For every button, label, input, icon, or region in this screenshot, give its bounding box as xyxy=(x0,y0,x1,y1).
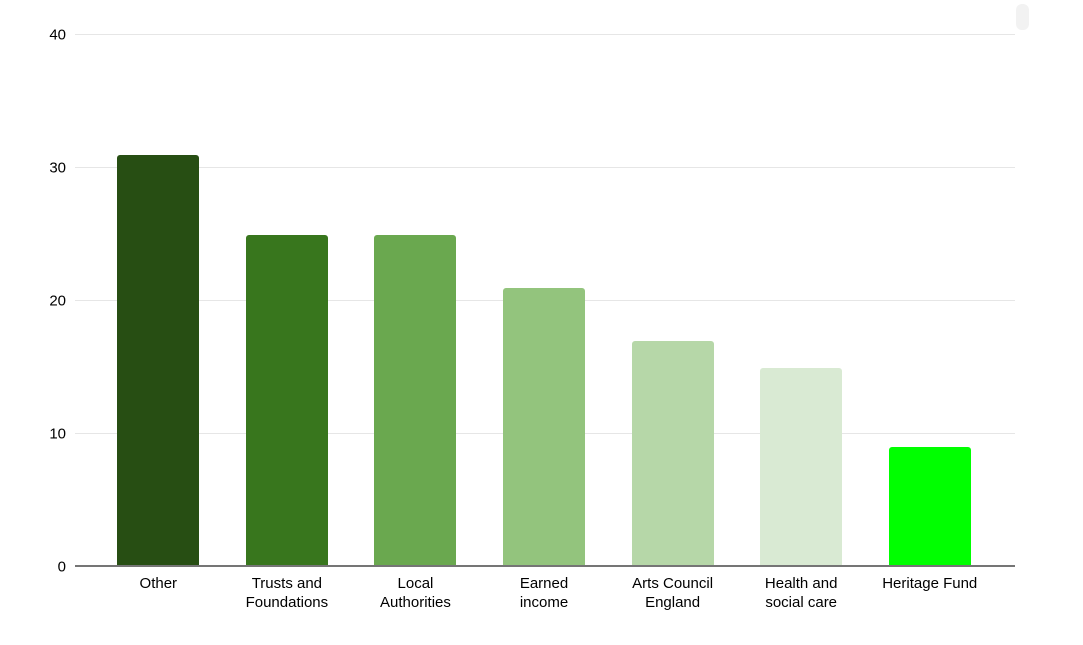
bar-arts-council-england[interactable] xyxy=(631,340,714,567)
bar-earned-income[interactable] xyxy=(503,287,586,567)
x-tick-label-earned-income: Earned income xyxy=(519,575,569,611)
x-tick-label-health-and-social-care: Health and social care xyxy=(764,575,838,611)
bar-slot-local-authorities xyxy=(351,35,480,567)
bar-slot-earned-income xyxy=(480,35,609,567)
y-tick-label-40: 40 xyxy=(49,26,66,44)
x-tick-label-other: Other xyxy=(139,575,178,592)
bars-layer xyxy=(94,35,994,567)
bar-slot-arts-council-england xyxy=(608,35,737,567)
y-axis: 0 10 20 30 40 xyxy=(0,28,66,575)
bar-trusts-and-foundations[interactable] xyxy=(245,234,328,567)
y-tick-label-0: 0 xyxy=(57,558,66,576)
gridline-y-30 xyxy=(75,167,1015,168)
bar-other[interactable] xyxy=(117,154,200,567)
y-tick-label-10: 10 xyxy=(49,425,66,443)
x-tick-label-heritage-fund: Heritage Fund xyxy=(882,575,978,592)
plot-area xyxy=(75,34,1015,567)
x-tick-label-arts-council-england: Arts Council England xyxy=(632,575,714,611)
bar-slot-trusts-and-foundations xyxy=(223,35,352,567)
bar-health-and-social-care[interactable] xyxy=(760,367,843,567)
x-tick-label-trusts-and-foundations: Trusts and Foundations xyxy=(245,575,329,611)
bar-heritage-fund[interactable] xyxy=(888,447,971,567)
x-axis: Other Trusts and Foundations Local Authori… xyxy=(94,574,994,612)
bar-slot-other xyxy=(94,35,223,567)
bar-slot-health-and-social-care xyxy=(737,35,866,567)
bar-local-authorities[interactable] xyxy=(374,234,457,567)
y-tick-label-30: 30 xyxy=(49,159,66,177)
gridline-y-40 xyxy=(75,34,1015,35)
x-tick-label-local-authorities: Local Authorities xyxy=(380,575,451,611)
bar-slot-heritage-fund xyxy=(865,35,994,567)
y-tick-label-20: 20 xyxy=(49,292,66,310)
x-axis-baseline xyxy=(75,565,1015,567)
chart-menu-button[interactable] xyxy=(1016,4,1029,30)
